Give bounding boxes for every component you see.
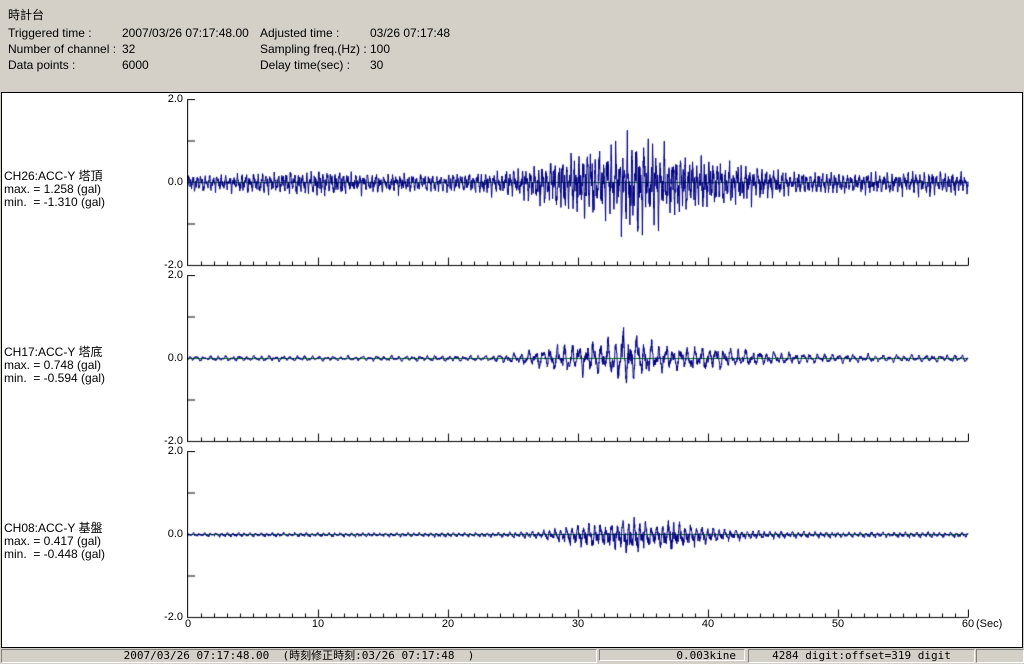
channel-label: CH26:ACC-Y 塔頂 (4, 169, 103, 183)
channel-max: max. = 0.417 (gal) (4, 534, 102, 548)
chart-ch26: CH26:ACC-Y 塔頂 max. = 1.258 (gal) min. = … (0, 93, 1024, 271)
x-axis-labels: 0 10 20 30 40 50 60 (Sec) (0, 618, 1024, 634)
channel-info-ch08: CH08:ACC-Y 基盤 max. = 0.417 (gal) min. = … (4, 522, 105, 561)
y-tick-label: -2.0 (164, 435, 183, 447)
channel-min: min. = -1.310 (gal) (4, 195, 106, 209)
triggered-time-label: Triggered time : (8, 26, 92, 40)
channel-max: max. = 1.258 (gal) (4, 182, 102, 196)
x-tick-label: 40 (701, 618, 715, 630)
data-points-label: Data points : (8, 58, 76, 72)
app-title: 時計台 (8, 8, 45, 22)
x-tick-label: 0 (184, 618, 192, 630)
x-tick-label: 20 (441, 618, 455, 630)
y-tick-label: 2.0 (167, 445, 183, 457)
status-empty-cell (976, 649, 1024, 663)
channel-label: CH17:ACC-Y 塔底 (4, 345, 103, 359)
sampling-freq-label: Sampling freq.(Hz) : (260, 42, 367, 56)
waveform-canvas-ch17 (187, 275, 969, 443)
adjusted-time-label: Adjusted time : (260, 26, 340, 40)
chart-ch17: CH17:ACC-Y 塔底 max. = 0.748 (gal) min. = … (0, 269, 1024, 447)
y-tick-label: -2.0 (164, 611, 183, 623)
channel-label: CH08:ACC-Y 基盤 (4, 521, 103, 535)
channel-max: max. = 0.748 (gal) (4, 358, 102, 372)
y-tick-label: -2.0 (164, 259, 183, 271)
y-tick-label: 0.0 (167, 352, 183, 364)
channel-min: min. = -0.448 (gal) (4, 547, 106, 561)
y-tick-label: 2.0 (167, 269, 183, 281)
waveform-canvas-ch08 (187, 451, 969, 619)
triggered-time-value: 2007/03/26 07:17:48.00 (122, 26, 249, 40)
y-tick-label: 2.0 (167, 93, 183, 105)
x-tick-label: 10 (311, 618, 325, 630)
sampling-freq-value: 100 (370, 42, 391, 56)
x-tick-label: 60 (961, 618, 975, 630)
adjusted-time-value: 03/26 07:17:48 (370, 26, 451, 40)
channel-count-label: Number of channel : (8, 42, 117, 56)
channel-info-ch26: CH26:ACC-Y 塔頂 max. = 1.258 (gal) min. = … (4, 170, 105, 209)
delay-time-value: 30 (370, 58, 384, 72)
delay-time-label: Delay time(sec) : (260, 58, 351, 72)
chart-ch08: CH08:ACC-Y 基盤 max. = 0.417 (gal) min. = … (0, 445, 1024, 623)
status-bar: 2007/03/26 07:17:48.00 (時刻修正時刻:03/26 07:… (0, 648, 1024, 664)
x-tick-label: 50 (831, 618, 845, 630)
x-tick-label: 30 (571, 618, 585, 630)
x-axis-unit: (Sec) (976, 618, 1003, 630)
status-digit: 4284 digit:offset=319 digit (748, 649, 975, 663)
header-panel: 時計台 Triggered time : 2007/03/26 07:17:48… (0, 0, 1024, 92)
y-tick-label: 0.0 (167, 176, 183, 188)
status-kine: 0.003kine (599, 649, 745, 661)
channel-min: min. = -0.594 (gal) (4, 371, 106, 385)
status-datetime: 2007/03/26 07:17:48.00 (時刻修正時刻:03/26 07:… (1, 649, 597, 663)
waveform-canvas-ch26 (187, 99, 969, 267)
channel-info-ch17: CH17:ACC-Y 塔底 max. = 0.748 (gal) min. = … (4, 346, 105, 385)
y-tick-label: 0.0 (167, 528, 183, 540)
data-points-value: 6000 (122, 58, 149, 72)
channel-count-value: 32 (122, 42, 136, 56)
